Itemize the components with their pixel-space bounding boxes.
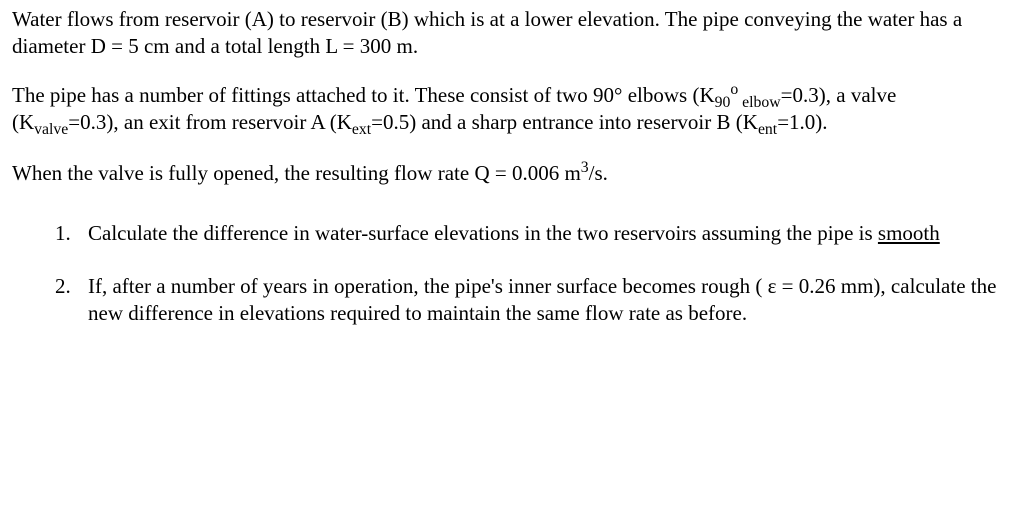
q2-eps: 0.26 <box>799 274 836 298</box>
p2-text-i: ). <box>815 110 827 134</box>
q2-text-a: If, after a number of years in operation… <box>88 274 799 298</box>
p3-text-a: When the valve is fully opened, the resu… <box>12 161 512 185</box>
q1-text: Calculate the difference in water-surfac… <box>88 221 878 245</box>
diameter-value: 5 cm <box>128 34 169 58</box>
k-valve: 0.3 <box>80 110 106 134</box>
p2-eq2: = <box>68 110 80 134</box>
question-1: Calculate the difference in water-surfac… <box>76 220 1006 247</box>
elbow-sub1: 90 <box>715 94 731 111</box>
paragraph-2: The pipe has a number of fittings attach… <box>12 82 1006 136</box>
ent-sub: ent <box>758 121 777 138</box>
p1-text-b: and a total length L = <box>170 34 360 58</box>
question-2: If, after a number of years in operation… <box>76 273 1006 327</box>
p3-sup: 3 <box>581 159 589 176</box>
ext-sub: ext <box>352 121 371 138</box>
k-ent: 1.0 <box>789 110 815 134</box>
p2-eq4: = <box>777 110 789 134</box>
p2-eq3: = <box>371 110 383 134</box>
paragraph-3: When the valve is fully opened, the resu… <box>12 160 1006 187</box>
p3-unit-s: /s. <box>589 161 608 185</box>
problem-page: Water flows from reservoir (A) to reserv… <box>0 0 1024 327</box>
k-ext: 0.5 <box>383 110 409 134</box>
p2-text-g: ) and a sharp entrance into reservoir B … <box>409 110 758 134</box>
q-value: 0.006 <box>512 161 559 185</box>
paragraph-1: Water flows from reservoir (A) to reserv… <box>12 6 1006 60</box>
q1-smooth: smooth <box>878 221 940 245</box>
length-value: 300 m <box>360 34 413 58</box>
p2-text-e: ), an exit from reservoir A (K <box>106 110 352 134</box>
p2-text-a: The pipe has a number of fittings attach… <box>12 83 715 107</box>
questions-list: Calculate the difference in water-surfac… <box>12 220 1006 327</box>
valve-sub: valve <box>34 121 68 138</box>
p1-text-c: . <box>413 34 418 58</box>
elbow-sub2: elbow <box>738 94 780 111</box>
k-elbow: 0.3 <box>793 83 819 107</box>
p3-unit-m: m <box>559 161 581 185</box>
p2-eq1: = <box>781 83 793 107</box>
